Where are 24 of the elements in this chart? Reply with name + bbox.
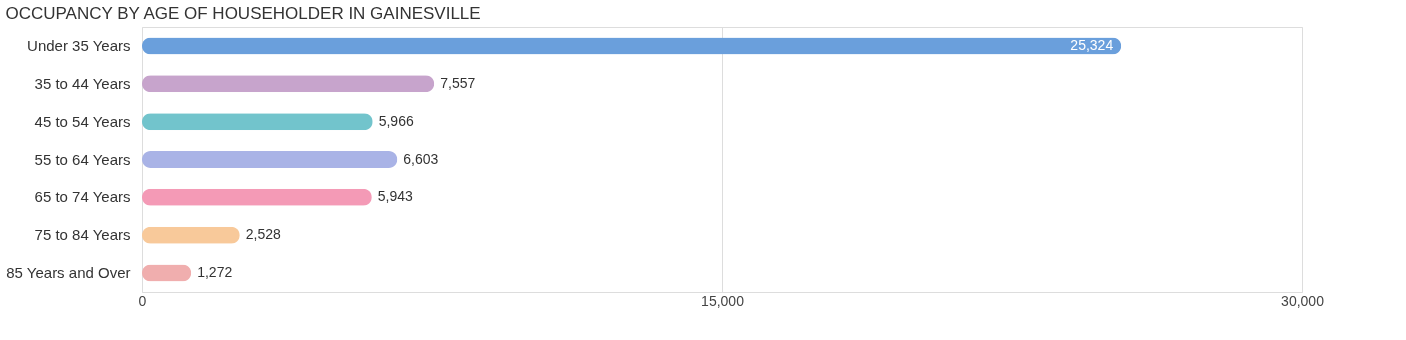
y-tick-label: Under 35 Years xyxy=(27,36,131,54)
data-label: 5,966 xyxy=(378,112,414,129)
x-tick-label: 15,000 xyxy=(701,292,745,309)
y-tick-label: 55 to 64 Years xyxy=(34,150,131,168)
bar xyxy=(142,188,372,206)
data-label: 7,557 xyxy=(440,74,476,91)
data-label: 6,603 xyxy=(403,150,439,167)
data-label: 1,272 xyxy=(197,264,233,281)
bar xyxy=(142,226,240,244)
bar xyxy=(142,113,373,131)
y-tick-label: 45 to 54 Years xyxy=(34,112,131,130)
x-tick-label: 30,000 xyxy=(1281,292,1325,309)
x-tick-label: 0 xyxy=(138,292,147,309)
y-tick-label: 85 Years and Over xyxy=(6,264,131,282)
data-label: 25,324 xyxy=(1070,36,1114,53)
bar xyxy=(142,37,1122,55)
y-tick-label: 35 to 44 Years xyxy=(34,74,131,92)
y-tick-label: 65 to 74 Years xyxy=(34,188,131,206)
bar xyxy=(142,75,435,93)
data-label: 2,528 xyxy=(245,226,281,243)
data-label: 5,943 xyxy=(377,188,414,205)
bar xyxy=(142,151,398,168)
chart-title: OCCUPANCY BY AGE OF HOUSEHOLDER IN GAINESVILLE xyxy=(5,4,481,23)
y-tick-label: 75 to 84 Years xyxy=(34,226,131,244)
